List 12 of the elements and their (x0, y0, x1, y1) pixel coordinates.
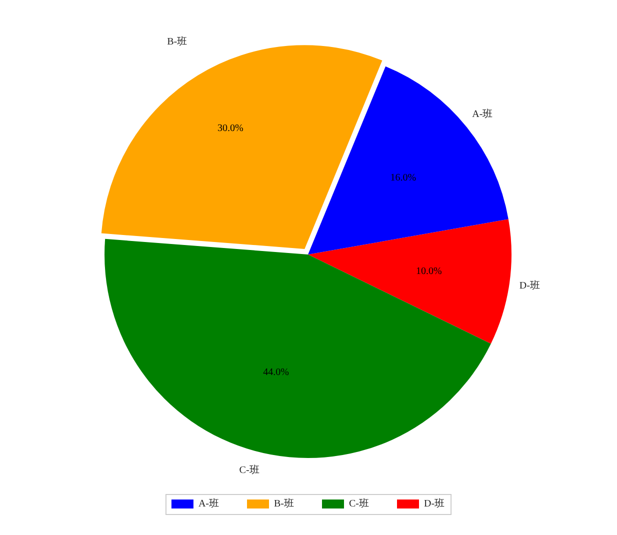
data-label: 44.0% (263, 366, 289, 378)
data-label: 10.0% (416, 266, 442, 278)
data-label: 30.0% (217, 122, 244, 134)
legend-label: B-班 (274, 498, 294, 510)
legend-label: A-班 (198, 498, 220, 510)
legend-label: D-班 (424, 498, 445, 510)
slice-label: B-班 (167, 35, 188, 48)
slice-label: C-班 (239, 464, 260, 476)
data-label: 16.0% (390, 172, 416, 184)
slice-label: A-班 (472, 108, 493, 120)
slice-label: D-班 (519, 279, 540, 292)
legend-label: C-班 (349, 498, 369, 510)
